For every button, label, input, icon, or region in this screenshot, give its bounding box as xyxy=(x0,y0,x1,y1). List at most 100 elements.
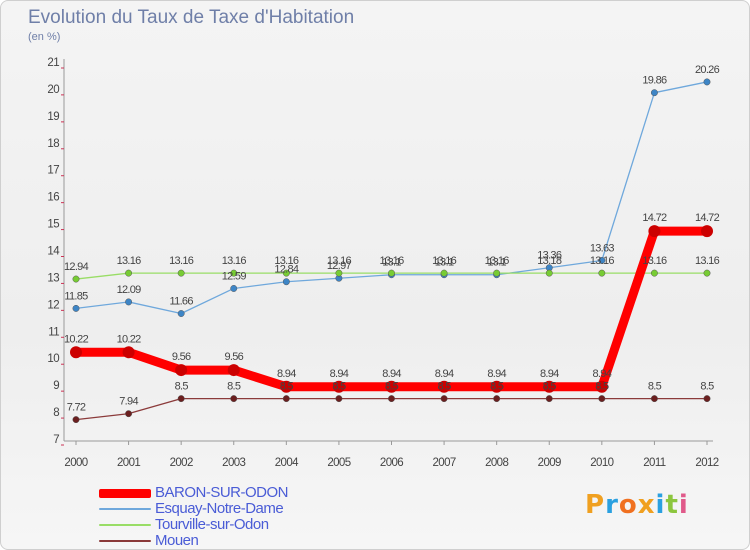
data-label: 8.5 xyxy=(595,381,609,393)
x-tick-label: 2008 xyxy=(485,457,508,469)
data-label: 8.94 xyxy=(435,368,454,380)
data-point xyxy=(543,380,556,393)
data-point xyxy=(440,269,448,277)
y-tick-label: 16 xyxy=(47,192,59,204)
data-label: 13.16 xyxy=(590,255,615,267)
data-label: 13.36 xyxy=(537,250,562,262)
data-point xyxy=(440,395,448,403)
data-point xyxy=(703,395,711,403)
data-point xyxy=(493,395,501,403)
data-point xyxy=(282,269,290,277)
y-tick-label: 20 xyxy=(47,84,59,96)
data-point xyxy=(701,225,713,238)
data-label: 8.94 xyxy=(487,368,506,380)
data-point xyxy=(703,78,711,86)
series-line xyxy=(75,81,708,315)
legend-label: Esquay-Notre-Dame xyxy=(155,500,284,517)
legend-swatch xyxy=(99,524,151,526)
data-point xyxy=(72,275,80,283)
data-point xyxy=(230,285,238,292)
data-point xyxy=(335,395,343,403)
x-tick-label: 2002 xyxy=(170,457,193,469)
data-label: 8.5 xyxy=(227,381,241,393)
data-label: 13.63 xyxy=(590,242,615,254)
legend-swatch xyxy=(99,489,151,498)
data-point xyxy=(280,380,293,393)
data-label: 7.72 xyxy=(67,402,86,414)
data-point xyxy=(598,269,606,277)
logo-letter: o xyxy=(618,490,638,520)
proxiti-logo: Proxiti xyxy=(585,490,689,520)
data-point xyxy=(125,269,133,277)
data-label: 8.5 xyxy=(437,381,451,393)
data-label: 11.85 xyxy=(64,290,88,302)
data-label: 13.16 xyxy=(117,255,142,267)
y-tick-label: 12 xyxy=(47,299,59,311)
data-point xyxy=(177,269,185,277)
x-tick-label: 2012 xyxy=(695,457,718,469)
data-point xyxy=(70,346,82,359)
data-label: 13.16 xyxy=(169,255,194,267)
data-label: 13.16 xyxy=(432,255,457,267)
data-label: 14.72 xyxy=(695,212,720,224)
data-point xyxy=(332,380,345,393)
data-point xyxy=(72,416,80,424)
data-label: 13.16 xyxy=(642,255,667,267)
x-tick-label: 2011 xyxy=(643,457,666,469)
data-point xyxy=(595,380,608,393)
data-point xyxy=(282,278,290,286)
data-label: 8.94 xyxy=(277,368,296,380)
data-label: 19.86 xyxy=(642,75,667,87)
logo-letter: t xyxy=(665,490,679,520)
logo-letter: x xyxy=(637,490,656,520)
chart-title: Evolution du Taux de Taxe d'Habitation xyxy=(28,7,355,28)
data-point xyxy=(227,364,240,377)
x-tick-label: 2000 xyxy=(64,457,87,469)
data-point xyxy=(125,410,133,418)
data-label: 10.22 xyxy=(64,333,89,345)
data-point xyxy=(545,395,553,403)
x-tick-label: 2009 xyxy=(538,457,561,469)
logo-letter: r xyxy=(605,490,619,520)
data-label: 13.18 xyxy=(537,255,562,267)
y-tick-label: 15 xyxy=(47,219,59,231)
legend-label: Mouen xyxy=(155,532,199,549)
data-label: 13.1 xyxy=(435,257,454,269)
data-label: 8.5 xyxy=(175,381,189,393)
legend-label: Tourville-sur-Odon xyxy=(155,516,269,533)
data-point xyxy=(438,380,451,393)
data-label: 12.59 xyxy=(222,270,247,282)
data-point xyxy=(648,225,661,238)
data-label: 8.94 xyxy=(540,368,559,380)
data-label: 8.5 xyxy=(543,381,557,393)
x-tick-label: 2007 xyxy=(432,457,455,469)
data-label: 8.5 xyxy=(280,381,294,393)
data-label: 13.1 xyxy=(382,257,401,269)
chart-subtitle: (en %) xyxy=(28,31,61,43)
y-tick-label: 21 xyxy=(47,57,59,69)
data-point xyxy=(650,269,658,277)
x-tick-label: 2006 xyxy=(380,457,403,469)
data-label: 11.66 xyxy=(170,296,194,308)
data-point xyxy=(125,298,133,306)
data-point xyxy=(230,395,238,403)
data-label: 8.5 xyxy=(332,381,346,393)
legend-swatch xyxy=(99,540,151,542)
data-label: 8.5 xyxy=(490,381,504,393)
data-label: 13.16 xyxy=(327,255,352,267)
data-label: 8.5 xyxy=(385,381,399,393)
y-tick-label: 10 xyxy=(47,353,59,365)
data-label: 12.94 xyxy=(64,261,89,273)
data-label: 20.26 xyxy=(695,64,720,76)
data-label: 8.5 xyxy=(700,381,714,393)
data-label: 7.94 xyxy=(119,396,138,408)
data-label: 12.84 xyxy=(274,264,299,276)
data-point xyxy=(72,304,80,312)
data-label: 9.56 xyxy=(172,351,191,363)
logo-letter: i xyxy=(655,490,666,520)
data-point xyxy=(177,310,185,317)
x-tick-label: 2010 xyxy=(590,457,613,469)
data-label: 9.56 xyxy=(224,351,243,363)
data-point xyxy=(175,364,188,377)
